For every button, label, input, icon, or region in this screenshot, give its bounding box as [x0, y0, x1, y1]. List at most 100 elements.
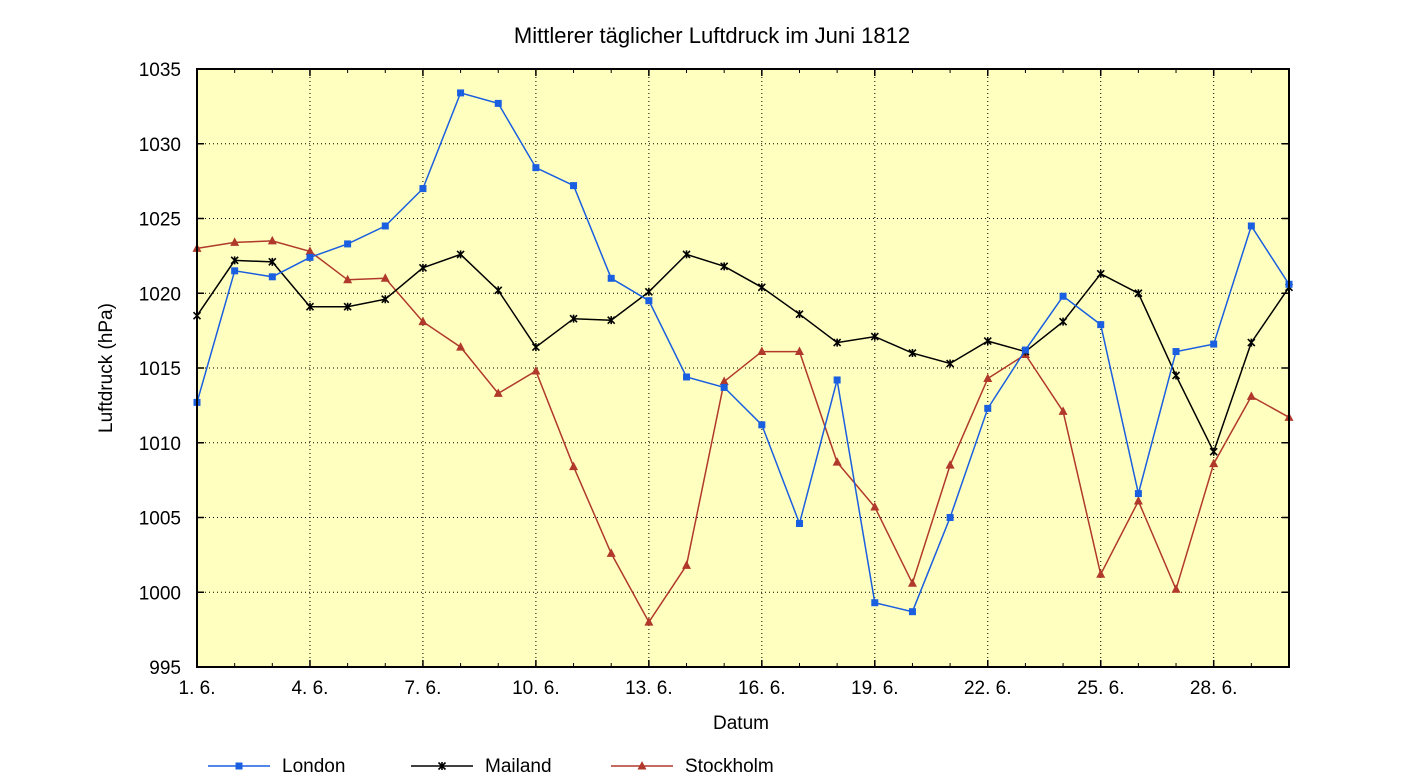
- data-point: [1097, 321, 1105, 329]
- data-point: [758, 421, 766, 429]
- data-point: [1210, 340, 1218, 348]
- data-point: [532, 164, 540, 172]
- data-point: [457, 89, 465, 97]
- data-point: [1209, 447, 1218, 456]
- data-point: [983, 373, 993, 382]
- series-line: [196, 240, 1290, 624]
- data-point: [719, 376, 729, 385]
- data-point: [230, 256, 239, 265]
- data-point: [418, 263, 427, 272]
- y-tick-label: 1000: [139, 583, 181, 604]
- data-point: [569, 461, 579, 471]
- data-point: [305, 302, 315, 311]
- x-axis-tick-labels: 1. 6. 4. 6. 7. 6. 10. 6. 13. 6. 16. 6. 19. 6. 2…: [179, 678, 1238, 699]
- data-point: [1209, 458, 1219, 468]
- data-point: [531, 365, 541, 375]
- data-point: [306, 253, 314, 261]
- data-point: [795, 519, 803, 527]
- y-tick-label: 1020: [139, 284, 181, 305]
- data-point: [1247, 338, 1256, 347]
- plot-area: [197, 69, 1289, 667]
- data-point: [267, 235, 277, 245]
- data-point: [1058, 406, 1068, 415]
- data-point: [983, 337, 992, 346]
- data-point: [1133, 496, 1143, 505]
- y-tick-label: 995: [149, 658, 181, 679]
- data-point: [230, 237, 240, 246]
- y-axis-title: Luftdruck (hPa): [96, 303, 117, 433]
- y-tick-label: 1015: [139, 359, 181, 380]
- data-point: [644, 617, 654, 626]
- data-point: [231, 267, 239, 275]
- data-point: [456, 250, 465, 259]
- legend-label: Mailand: [485, 756, 552, 777]
- legend-item-stockholm: Stockholm: [611, 756, 774, 777]
- data-point: [794, 346, 804, 356]
- data-point: [1059, 317, 1068, 326]
- data-point: [268, 257, 277, 266]
- data-point: [418, 316, 428, 326]
- axis-ticks: [196, 68, 1290, 668]
- x-tick-label: 4. 6.: [291, 678, 328, 699]
- series-line: [196, 91, 1290, 613]
- data-point: [607, 274, 615, 282]
- data-point: [381, 222, 389, 230]
- series-layer: [192, 89, 1294, 626]
- y-tick-label: 1010: [139, 434, 181, 455]
- data-point: [456, 342, 466, 351]
- chart-title: Mittlerer täglicher Luftdruck im Juni 18…: [514, 23, 910, 48]
- x-tick-label: 19. 6.: [851, 678, 899, 699]
- x-tick-label: 16. 6.: [738, 678, 786, 699]
- data-point: [945, 460, 955, 469]
- data-point: [757, 346, 767, 356]
- data-point: [946, 514, 954, 521]
- y-tick-label: 1025: [139, 210, 181, 231]
- y-tick-label: 1005: [139, 509, 181, 530]
- data-point: [1171, 584, 1181, 593]
- series-london: [193, 89, 1293, 616]
- data-point: [380, 273, 390, 282]
- data-point: [1171, 371, 1181, 380]
- data-point: [984, 404, 992, 412]
- legend-marker: [437, 761, 447, 771]
- data-point: [907, 578, 917, 587]
- data-point: [1246, 391, 1256, 400]
- data-point: [1021, 346, 1029, 354]
- data-point: [381, 295, 390, 304]
- data-point: [494, 286, 503, 295]
- legend-item-mailand: Mailand: [411, 756, 552, 777]
- data-point: [833, 376, 841, 384]
- data-point: [268, 273, 276, 281]
- data-point: [1059, 292, 1067, 300]
- data-point: [1134, 289, 1143, 298]
- x-tick-label: 25. 6.: [1077, 678, 1125, 699]
- data-point: [1096, 269, 1105, 278]
- data-point: [1134, 490, 1142, 498]
- y-tick-label: 1035: [139, 60, 181, 81]
- data-point: [908, 348, 917, 358]
- x-tick-label: 22. 6.: [964, 678, 1012, 699]
- data-point: [683, 373, 691, 381]
- data-point: [720, 383, 728, 391]
- data-point: [419, 185, 427, 193]
- data-point: [343, 302, 352, 311]
- data-point: [343, 274, 353, 284]
- data-point: [870, 332, 879, 341]
- data-point: [494, 99, 502, 107]
- data-point: [682, 250, 691, 259]
- data-point: [757, 283, 766, 292]
- data-point: [1247, 222, 1255, 230]
- data-point: [871, 599, 879, 607]
- data-point: [645, 297, 653, 305]
- data-point: [833, 338, 842, 347]
- y-axis-tick-labels: 995 1000 1005 1010 1015 1020 1025 1030 1035: [139, 60, 181, 679]
- data-point: [832, 457, 842, 466]
- series-stockholm: [192, 235, 1294, 626]
- legend-label: London: [282, 756, 345, 777]
- x-tick-label: 1. 6.: [179, 678, 216, 699]
- legend-label: Stockholm: [685, 756, 774, 777]
- x-tick-label: 13. 6.: [625, 678, 673, 699]
- data-point: [570, 182, 578, 190]
- data-point: [569, 314, 578, 323]
